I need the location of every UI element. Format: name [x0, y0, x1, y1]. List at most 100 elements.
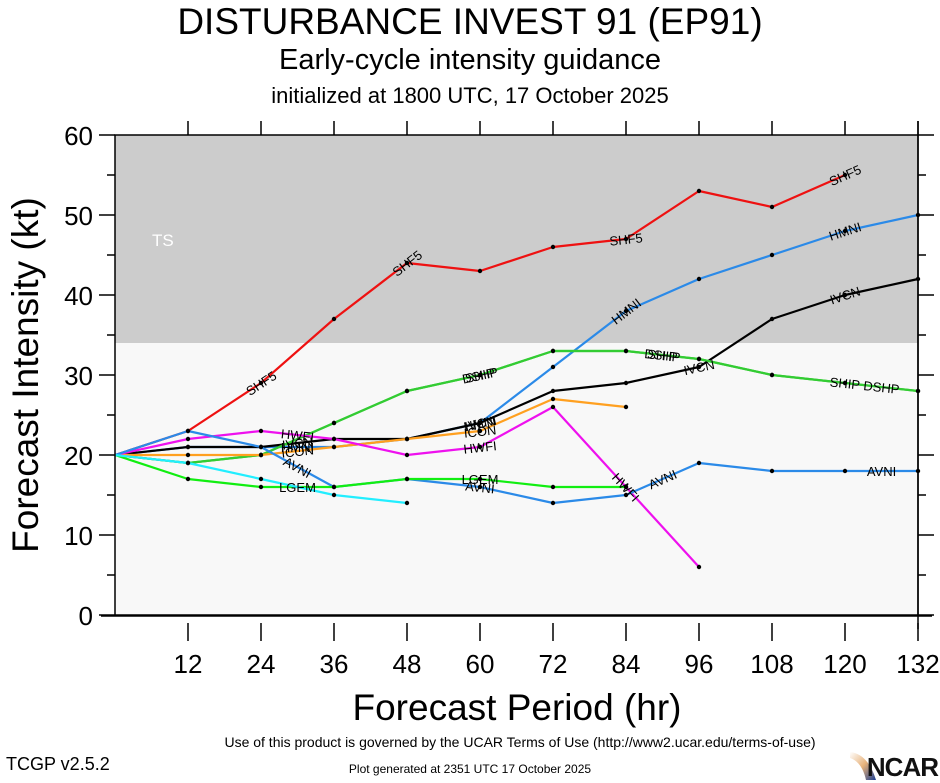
data-point-hwfi [696, 564, 702, 570]
data-point-avni [185, 428, 191, 434]
series-label-text: SHIP [829, 374, 861, 392]
series-line-lgem [114, 453, 626, 489]
data-point-hwfi [477, 444, 483, 450]
data-point-unlabeled [331, 492, 337, 498]
series-label-lgem: LGEM [462, 472, 499, 487]
data-point-hmni [769, 252, 775, 258]
data-point-ship [769, 372, 775, 378]
data-point-icon [258, 452, 264, 458]
series-line-ship [114, 349, 919, 465]
data-point-ship [842, 380, 848, 386]
data-point-ship [404, 388, 410, 394]
ncar-logo-icon [850, 752, 876, 780]
data-point-icon [550, 396, 556, 402]
data-point-icon [404, 436, 410, 442]
data-point-ivcn [477, 420, 483, 426]
data-point-shf5 [477, 268, 483, 274]
series-label-text: AVNI [867, 464, 896, 479]
series-label-text: DSHP [644, 346, 682, 365]
intensity-chart: TS SHF5SHF5SHF5SHF5HMNIHMNIHMNIHMNIIVCNI… [5, 121, 940, 728]
data-point-hwfi [550, 404, 556, 410]
series-line-icon [115, 397, 627, 457]
y-tick-label: 60 [64, 121, 93, 151]
x-tick-label: 12 [174, 649, 203, 679]
data-point-lgem [550, 484, 556, 490]
data-point-avni [842, 468, 848, 474]
data-point-ivcn [842, 292, 848, 298]
series-label-text: HMNI [462, 413, 498, 435]
data-point-avni [550, 500, 556, 506]
y-tick-label: 10 [64, 521, 93, 551]
intensity-region-below-ts [115, 343, 918, 615]
series-label-text: IVCN [463, 413, 497, 434]
data-point-icon [185, 452, 191, 458]
series-label-text: IVCN [682, 357, 716, 378]
x-tick-label: 24 [247, 649, 276, 679]
series-label-ivcn: IVCN [281, 434, 314, 452]
data-point-ivcn [185, 444, 191, 450]
init-time: initialized at 1800 UTC, 17 October 2025 [271, 83, 669, 108]
series-label-text: AVNI [465, 478, 496, 496]
data-point-ivcn [550, 388, 556, 394]
series-label-text: LGEM [279, 480, 316, 495]
data-point-hwfi [185, 436, 191, 442]
series-label-avni: AVNI [465, 478, 496, 496]
series-label-ship: SHIP [829, 374, 861, 392]
data-point-avni [623, 492, 629, 498]
y-tick-label: 30 [64, 361, 93, 391]
series-label-text: SHIP [647, 346, 679, 364]
x-axis-label: Forecast Period (hr) [353, 687, 682, 728]
x-tick-label: 132 [896, 649, 939, 679]
x-tick-label: 108 [750, 649, 793, 679]
series-label-dshp: DSHP [644, 346, 682, 365]
data-point-avni [258, 444, 264, 450]
data-point-shf5 [258, 380, 264, 386]
series-label-dshp: DSHP [863, 378, 901, 397]
series-line-ivcn [114, 277, 919, 457]
data-point-lgem [331, 484, 337, 490]
x-tick-label: 60 [466, 649, 495, 679]
data-point-lgem [477, 476, 483, 482]
data-point-unlabeled [258, 476, 264, 482]
region-label: TS [152, 231, 174, 250]
series-label-icon: ICON [281, 442, 315, 460]
chart-subtitle: Early-cycle intensity guidance [278, 44, 661, 76]
data-point-ship [623, 348, 629, 354]
data-point-shf5 [550, 244, 556, 250]
intensity-region-ts [115, 135, 918, 343]
series-label-text: IVCN [281, 434, 314, 452]
x-tick-label: 36 [320, 649, 349, 679]
data-point-ivcn [769, 316, 775, 322]
series-label-icon: ICON [463, 422, 497, 440]
data-point-shf5 [331, 316, 337, 322]
series-label-hwfi: HWFI [463, 438, 498, 457]
generated-time: Plot generated at 2351 UTC 17 October 20… [348, 762, 592, 776]
series-label-text: ICON [281, 442, 315, 460]
data-point-ivcn [623, 380, 629, 386]
data-point-shf5 [842, 172, 848, 178]
data-point-lgem [404, 476, 410, 482]
data-point-hmni [550, 364, 556, 370]
data-point-hmni [696, 276, 702, 282]
data-point-icon [477, 428, 483, 434]
series-label-text: LGEM [462, 472, 499, 487]
series-label-hmni: HMNI [281, 440, 314, 455]
data-point-ship [477, 372, 483, 378]
data-point-ivcn [696, 364, 702, 370]
data-point-hmni [842, 228, 848, 234]
series-label-lgem: LGEM [279, 480, 316, 495]
series-label-text: HWFI [280, 426, 315, 445]
y-tick-label: 50 [64, 201, 93, 231]
x-tick-label: 120 [823, 649, 866, 679]
series-label-text: SHIP [464, 365, 497, 386]
x-tick-label: 84 [612, 649, 641, 679]
series-label-ivcn: IVCN [682, 357, 716, 378]
data-point-lgem [185, 476, 191, 482]
y-tick-label: 20 [64, 441, 93, 471]
data-point-unlabeled [404, 500, 410, 506]
data-point-hwfi [258, 428, 264, 434]
data-point-lgem [623, 484, 629, 490]
data-point-unlabeled [185, 460, 191, 466]
terms-of-use: Use of this product is governed by the U… [224, 734, 816, 750]
chart-title: DISTURBANCE INVEST 91 (EP91) [177, 1, 763, 42]
